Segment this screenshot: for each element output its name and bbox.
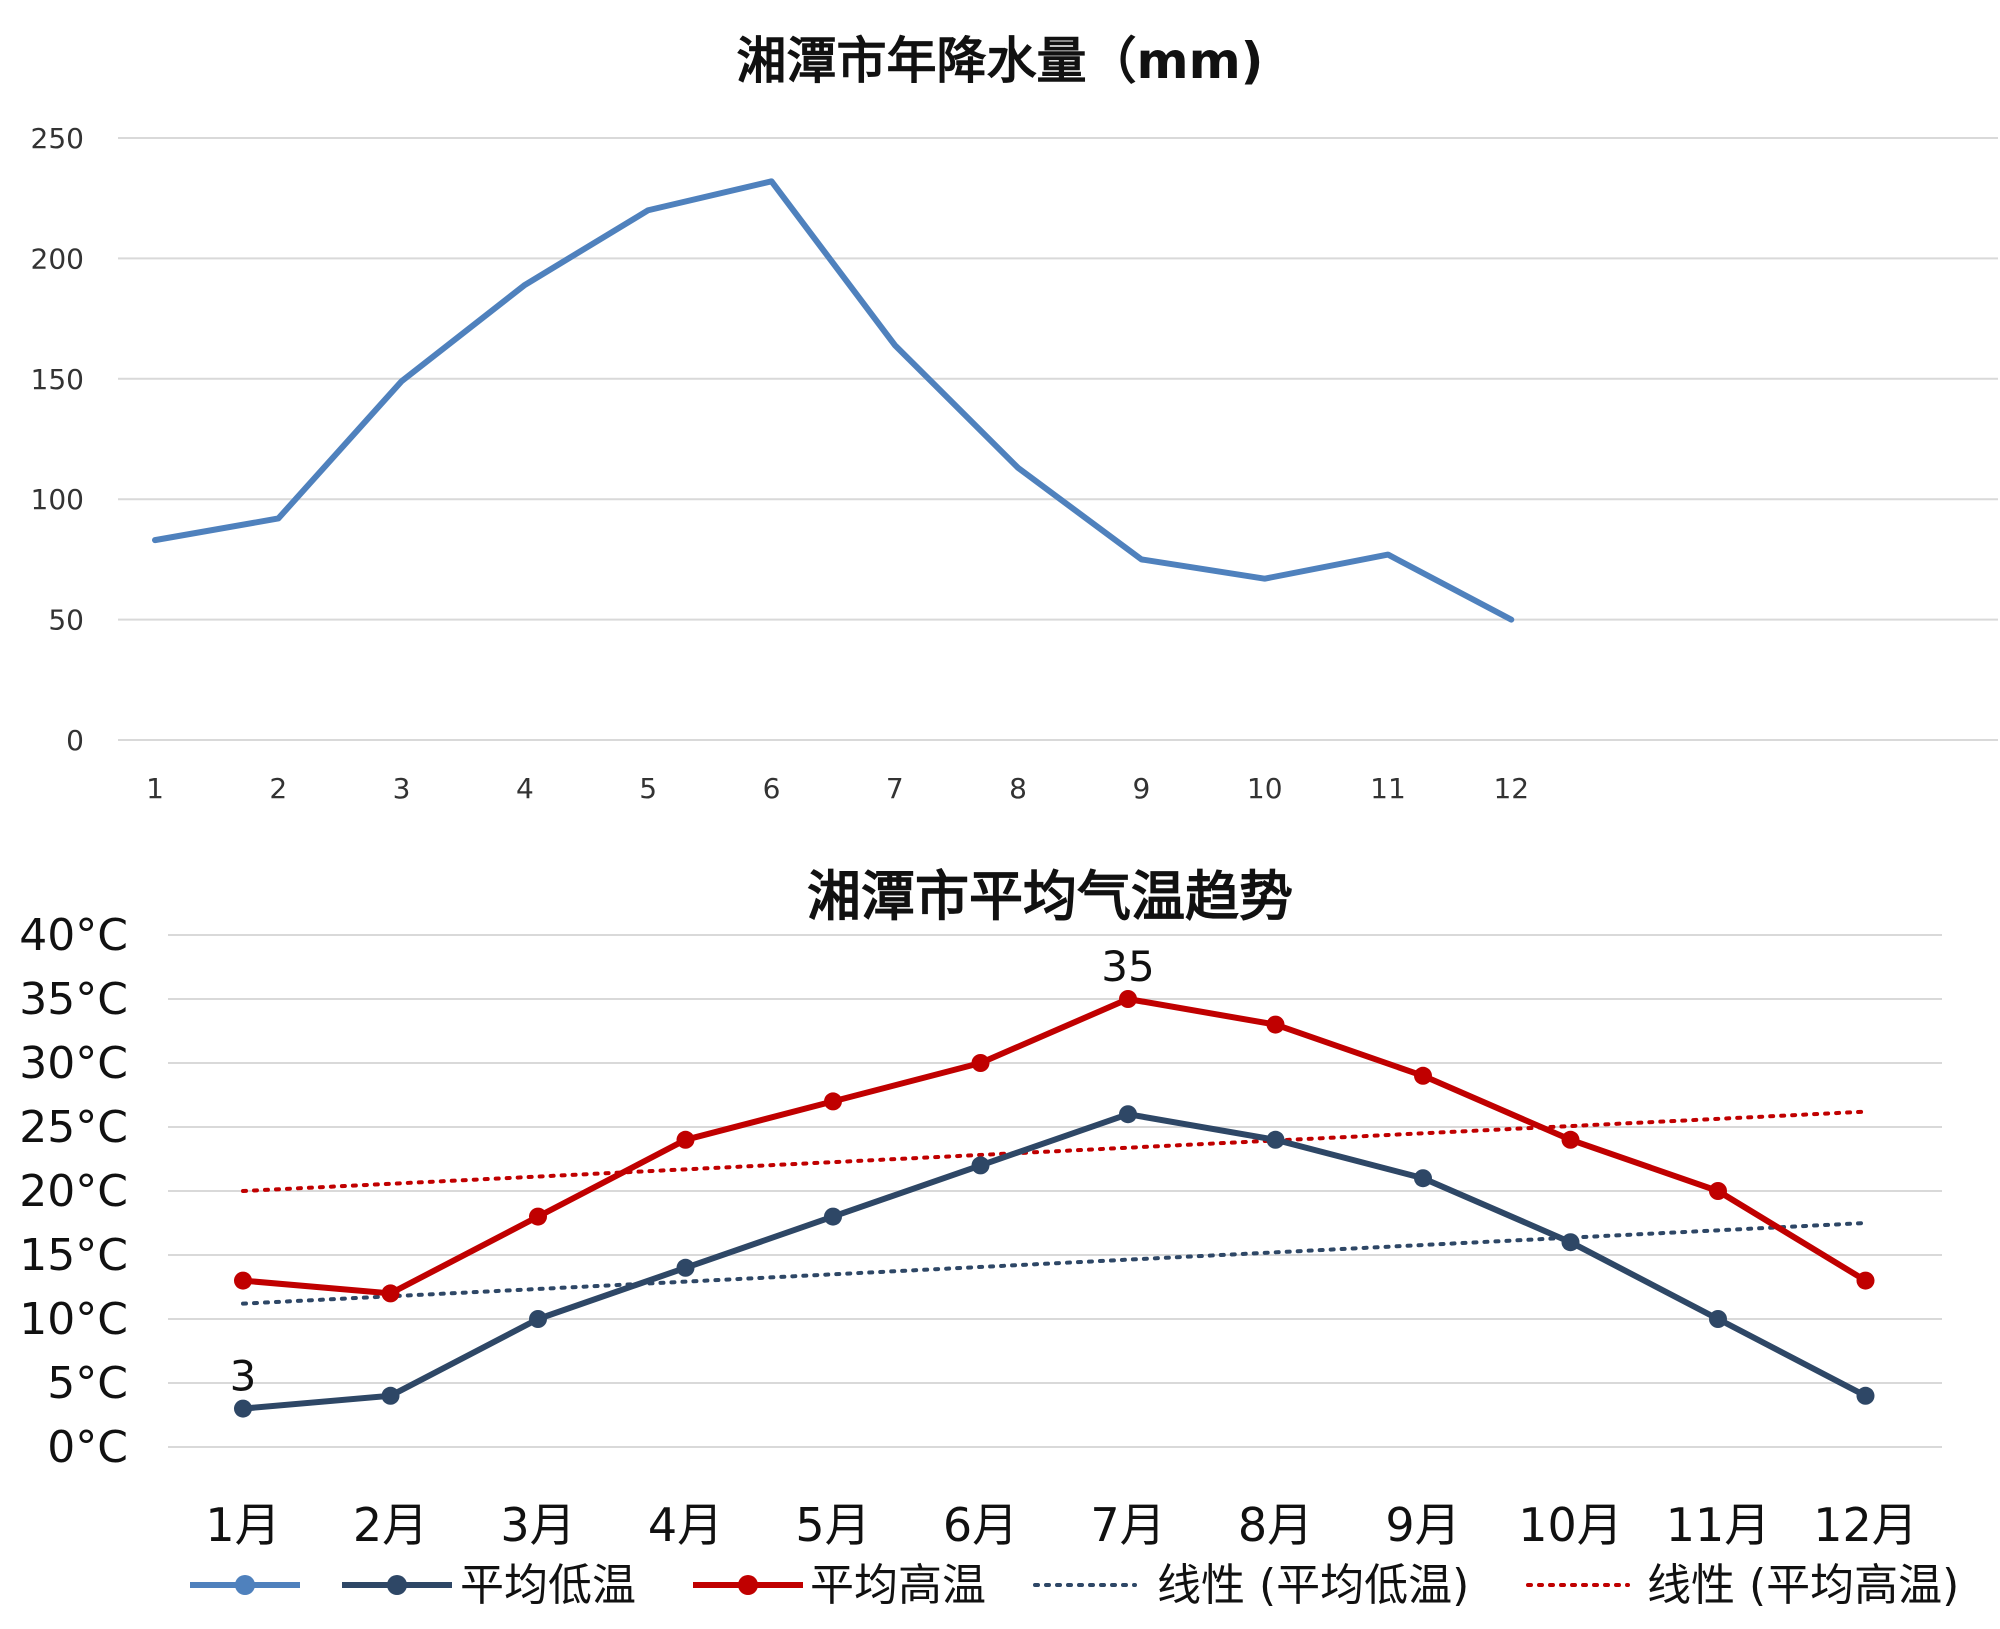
temperature-data-point [1561, 1130, 1580, 1149]
temperature-data-point [1414, 1066, 1432, 1085]
rainfall-y-tick-label: 150 [31, 363, 84, 396]
temperature-y-tick-label: 15°C [19, 1230, 128, 1281]
rainfall-x-tick-label: 12 [1493, 772, 1529, 805]
temperature-x-tick-label: 6月 [943, 1498, 1018, 1552]
temperature-x-tick-label: 1月 [205, 1498, 280, 1552]
temperature-data-point [824, 1207, 842, 1226]
legend-label: 平均高温 [810, 1560, 986, 1611]
temperature-trendline [241, 1109, 1868, 1193]
rainfall-x-tick-label: 4 [516, 772, 534, 805]
rainfall-chart-title: 湘潭市年降水量（mm) [736, 32, 1263, 90]
temperature-x-tick-label: 2月 [353, 1498, 428, 1552]
temperature-data-point [676, 1258, 695, 1277]
legend-label: 平均低温 [460, 1560, 636, 1611]
rainfall-y-tick-label: 0 [66, 724, 84, 757]
temperature-data-point [1856, 1386, 1875, 1405]
temperature-data-point [381, 1386, 400, 1405]
rainfall-x-tick-label: 10 [1247, 772, 1283, 805]
temperature-data-point [234, 1399, 252, 1418]
temperature-data-point [971, 1054, 990, 1072]
temperature-data-point [1119, 990, 1137, 1008]
temperature-data-point [234, 1271, 252, 1290]
temperature-x-tick-label: 10月 [1518, 1498, 1623, 1552]
rainfall-x-tick-label: 7 [886, 772, 904, 805]
legend-item: 线性 (平均高温) [1526, 1560, 1959, 1611]
temperature-y-tick-label: 35°C [19, 974, 128, 1025]
temperature-y-tick-label: 30°C [19, 1038, 128, 1089]
temperature-data-point [1856, 1271, 1875, 1290]
legend-label: 线性 (平均高温) [1647, 1560, 1959, 1611]
legend-item: 平均高温 [693, 1560, 986, 1611]
temperature-data-point [529, 1310, 547, 1328]
temperature-x-tick-label: 11月 [1666, 1498, 1771, 1552]
temperature-y-tick-label: 40°C [19, 910, 128, 961]
temperature-x-tick-label: 7月 [1090, 1498, 1165, 1552]
temperature-data-point [381, 1284, 400, 1303]
temperature-x-tick-label: 3月 [500, 1498, 575, 1552]
rainfall-x-tick-label: 8 [1009, 772, 1027, 805]
legend-swatch-marker [738, 1575, 758, 1595]
temperature-y-tick-label: 20°C [19, 1166, 128, 1217]
temperature-y-tick-label: 0°C [47, 1422, 128, 1473]
rainfall-x-tick-label: 9 [1132, 772, 1150, 805]
temperature-x-tick-label: 4月 [648, 1498, 723, 1552]
rainfall-x-tick-label: 5 [639, 772, 657, 805]
rainfall-y-tick-label: 200 [31, 242, 84, 275]
temperature-chart-title: 湘潭市平均气温趋势 [807, 865, 1293, 928]
temperature-data-point [1266, 1130, 1285, 1149]
temperature-data-point [1414, 1169, 1432, 1188]
temperature-trendline [241, 1221, 1868, 1306]
temperature-data-point [1119, 1105, 1137, 1124]
temperature-data-point [1561, 1233, 1580, 1252]
legend-label: 线性 (平均低温) [1157, 1560, 1469, 1611]
rainfall-x-tick-label: 6 [763, 772, 781, 805]
temperature-data-point [1709, 1310, 1727, 1328]
temperature-data-point [971, 1156, 990, 1175]
rainfall-y-tick-label: 100 [31, 483, 84, 516]
temperature-series-line [242, 1111, 1867, 1412]
temperature-data-point [1709, 1182, 1727, 1200]
temperature-y-tick-label: 5°C [47, 1358, 128, 1409]
legend-swatch-marker [235, 1575, 255, 1595]
legend-item [190, 1575, 300, 1595]
rainfall-x-tick-label: 11 [1370, 772, 1406, 805]
temperature-y-tick-label: 25°C [19, 1102, 128, 1153]
legend-item: 平均低温 [342, 1560, 636, 1611]
legend-item: 线性 (平均低温) [1033, 1560, 1469, 1611]
temperature-x-tick-label: 12月 [1813, 1498, 1918, 1552]
temperature-data-point [824, 1092, 842, 1111]
temperature-x-tick-label: 5月 [795, 1498, 870, 1552]
legend-swatch-marker [387, 1575, 407, 1595]
temperature-data-point [676, 1130, 695, 1149]
rainfall-y-tick-label: 50 [48, 604, 84, 637]
temperature-data-point [1266, 1015, 1285, 1034]
temperature-y-tick-label: 10°C [19, 1294, 128, 1345]
rainfall-series-line [152, 178, 1515, 623]
temperature-x-tick-label: 8月 [1238, 1498, 1313, 1552]
rainfall-x-tick-label: 2 [269, 772, 287, 805]
rainfall-y-tick-label: 250 [31, 122, 84, 155]
temperature-data-label: 35 [1101, 942, 1154, 991]
rainfall-x-tick-label: 3 [393, 772, 411, 805]
temperature-data-point [529, 1207, 547, 1226]
temperature-data-label: 3 [230, 1352, 257, 1401]
temperature-x-tick-label: 9月 [1385, 1498, 1460, 1552]
temperature-series-line [242, 996, 1868, 1297]
rainfall-x-tick-label: 1 [146, 772, 164, 805]
